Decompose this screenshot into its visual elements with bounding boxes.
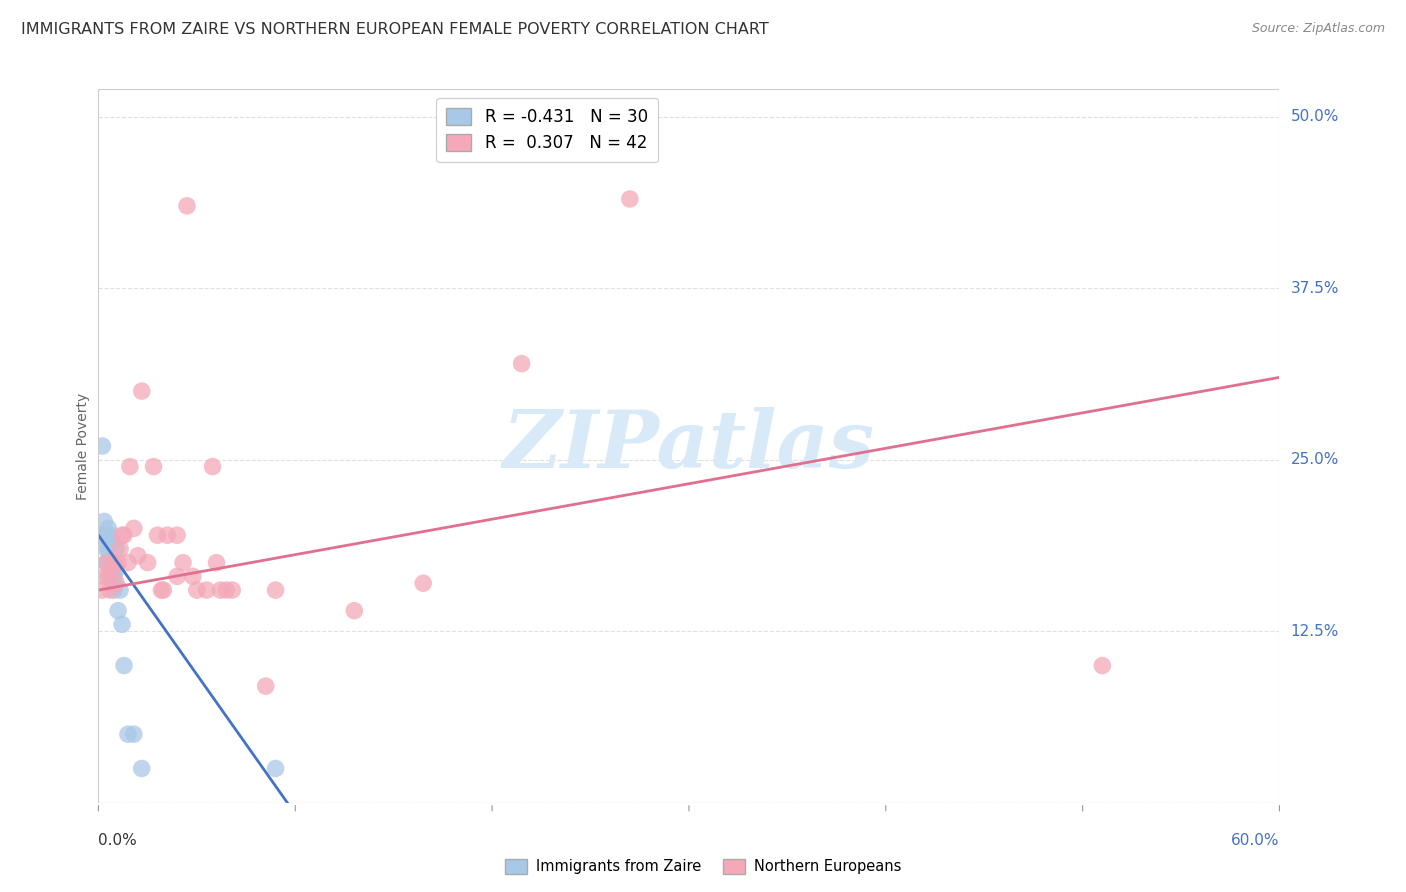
Point [146, 528, 169, 542]
Point [107, 556, 129, 570]
Point [97, 569, 120, 583]
Point [98, 556, 121, 570]
Point [122, 727, 145, 741]
Point [98, 569, 121, 583]
Point [264, 762, 287, 776]
Text: Source: ZipAtlas.com: Source: ZipAtlas.com [1251, 22, 1385, 36]
Point [112, 658, 135, 673]
Text: ZIPatlas: ZIPatlas [503, 408, 875, 484]
Text: 37.5%: 37.5% [1291, 281, 1339, 295]
Point [91, 583, 114, 598]
Text: IMMIGRANTS FROM ZAIRE VS NORTHERN EUROPEAN FEMALE POVERTY CORRELATION CHART: IMMIGRANTS FROM ZAIRE VS NORTHERN EUROPE… [21, 22, 769, 37]
Point [510, 357, 533, 371]
Point [127, 549, 149, 563]
Point [412, 576, 434, 591]
Legend: R = -0.431   N = 30, R =  0.307   N = 42: R = -0.431 N = 30, R = 0.307 N = 42 [436, 97, 658, 162]
Point [105, 541, 128, 556]
Point [103, 583, 125, 598]
Point [107, 604, 129, 618]
Point [98, 583, 121, 598]
Point [166, 569, 188, 583]
Point [176, 199, 198, 213]
Point [111, 528, 134, 542]
Text: 25.0%: 25.0% [1291, 452, 1339, 467]
Point [101, 556, 124, 570]
Point [619, 192, 641, 206]
Point [150, 583, 173, 598]
Point [264, 583, 287, 598]
Point [96, 541, 118, 556]
Point [93, 515, 115, 529]
Point [101, 562, 124, 576]
Point [105, 562, 128, 576]
Point [97, 521, 120, 535]
Point [101, 562, 124, 576]
Point [156, 528, 179, 542]
Point [89, 528, 111, 542]
Point [111, 617, 134, 632]
Point [186, 583, 208, 598]
Point [1091, 658, 1114, 673]
Text: 50.0%: 50.0% [1291, 109, 1339, 124]
Point [221, 583, 243, 598]
Point [93, 528, 115, 542]
Point [142, 459, 165, 474]
Text: 0.0%: 0.0% [98, 833, 138, 848]
Point [136, 556, 159, 570]
Point [96, 528, 118, 542]
Point [108, 541, 131, 556]
Legend: Immigrants from Zaire, Northern Europeans: Immigrants from Zaire, Northern European… [499, 853, 907, 880]
Point [181, 569, 204, 583]
Point [131, 384, 153, 398]
Point [101, 569, 124, 583]
Point [103, 569, 125, 583]
Point [97, 541, 120, 556]
Point [96, 556, 118, 570]
Point [117, 556, 139, 570]
Point [152, 583, 174, 598]
Point [103, 556, 125, 570]
Point [172, 556, 194, 570]
Point [205, 556, 228, 570]
Point [103, 576, 125, 591]
Y-axis label: Female Poverty: Female Poverty [76, 392, 90, 500]
Point [215, 583, 238, 598]
Point [118, 459, 141, 474]
Text: 12.5%: 12.5% [1291, 624, 1339, 639]
Point [96, 556, 118, 570]
Point [117, 727, 139, 741]
Point [122, 521, 145, 535]
Point [201, 459, 224, 474]
Point [166, 528, 188, 542]
Point [209, 583, 232, 598]
Point [108, 583, 131, 598]
Point [97, 556, 120, 570]
Point [254, 679, 277, 693]
Point [105, 576, 128, 591]
Point [93, 569, 115, 583]
Point [131, 762, 153, 776]
Point [91, 439, 114, 453]
Point [112, 528, 135, 542]
Point [343, 604, 366, 618]
Point [195, 583, 218, 598]
Text: 60.0%: 60.0% [1232, 833, 1279, 848]
Point [98, 528, 121, 542]
Point [101, 535, 124, 549]
